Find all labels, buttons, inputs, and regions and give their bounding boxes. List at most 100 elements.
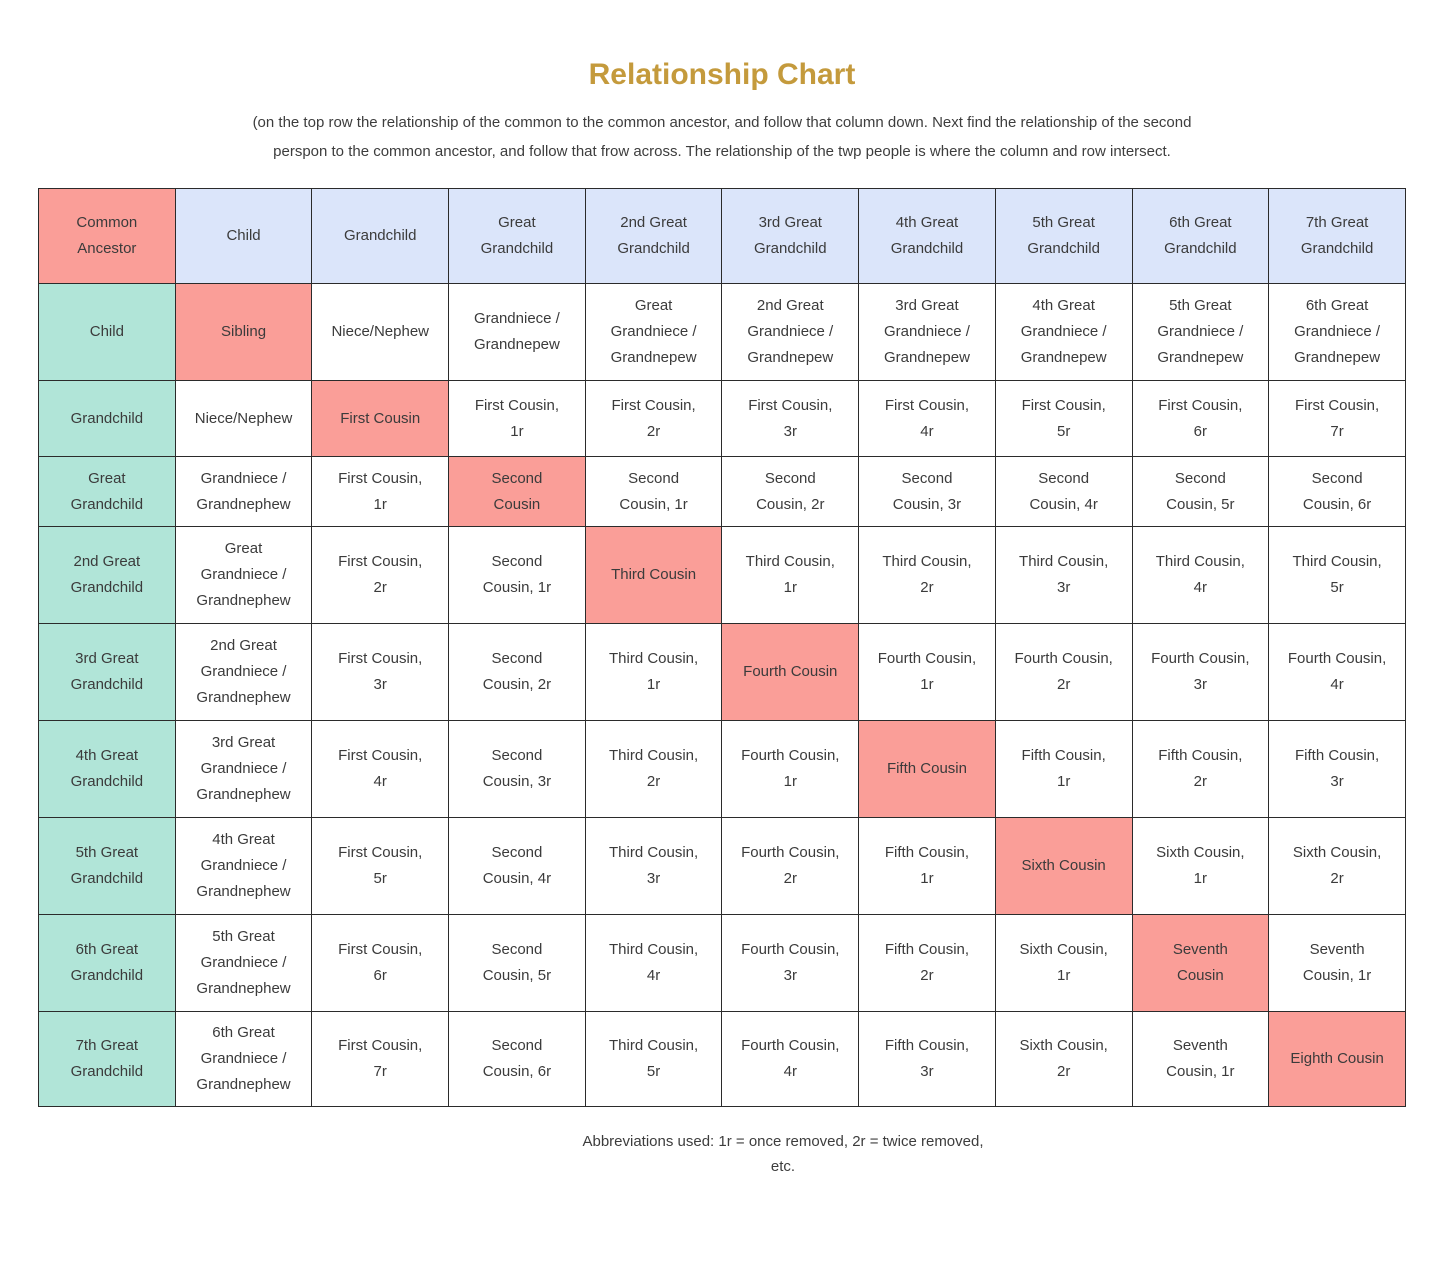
relationship-cell: Second Cousin, 6r bbox=[1268, 456, 1406, 527]
diagonal-highlight-cell: Eighth Cousin bbox=[1268, 1011, 1406, 1107]
diagonal-highlight-cell: Sixth Cousin bbox=[994, 817, 1133, 915]
row-header-cell: 6th Great Grandchild bbox=[38, 914, 176, 1012]
table-row: 3rd Great Grandchild 2nd Great Grandniece… bbox=[38, 623, 1406, 721]
relationship-cell: Second Cousin, 4r bbox=[448, 817, 586, 915]
relationship-cell: Fifth Cousin, 2r bbox=[1131, 720, 1270, 818]
relationship-cell: Second Cousin, 2r bbox=[448, 623, 586, 721]
relationship-cell: Second Cousin, 5r bbox=[1131, 456, 1270, 527]
relationship-cell: First Cousin, 1r bbox=[311, 456, 450, 527]
relationship-table: Common Ancestor Child Grandchild Great Gran… bbox=[38, 188, 1406, 1107]
relationship-cell: Fifth Cousin, 3r bbox=[858, 1011, 996, 1107]
relationship-cell: Fourth Cousin, 3r bbox=[1131, 623, 1270, 721]
table-row: Great Grandchild Grandniece / Grandnephew… bbox=[38, 456, 1406, 527]
relationship-cell: First Cousin, 2r bbox=[584, 380, 723, 457]
relationship-cell: Seventh Cousin, 1r bbox=[1131, 1011, 1270, 1107]
column-header-cell: Child bbox=[174, 188, 313, 284]
row-header-cell: 7th Great Grandchild bbox=[38, 1011, 176, 1107]
row-header-cell: 2nd Great Grandchild bbox=[38, 526, 176, 624]
relationship-cell: 2nd Great Grandniece / Grandnepew bbox=[721, 283, 860, 381]
column-header-cell: 6th Great Grandchild bbox=[1131, 188, 1270, 284]
corner-header-cell: Common Ancestor bbox=[38, 188, 176, 284]
relationship-cell: Niece/Nephew bbox=[311, 283, 450, 381]
relationship-cell: Third Cousin, 4r bbox=[584, 914, 723, 1012]
relationship-cell: Third Cousin, 5r bbox=[1268, 526, 1406, 624]
row-header-cell: Grandchild bbox=[38, 380, 176, 457]
relationship-cell: Seventh Cousin, 1r bbox=[1268, 914, 1406, 1012]
row-header-cell: Child bbox=[38, 283, 176, 381]
relationship-cell: Fourth Cousin, 3r bbox=[721, 914, 860, 1012]
row-header-cell: Great Grandchild bbox=[38, 456, 176, 527]
relationship-cell: Sixth Cousin, 1r bbox=[994, 914, 1133, 1012]
table-row: 5th Great Grandchild 4th Great Grandniece… bbox=[38, 817, 1406, 915]
relationship-cell: Third Cousin, 1r bbox=[721, 526, 860, 624]
relationship-cell: Third Cousin, 3r bbox=[994, 526, 1133, 624]
diagonal-highlight-cell: Sibling bbox=[174, 283, 313, 381]
relationship-cell: 3rd Great Grandniece / Grandnepew bbox=[858, 283, 996, 381]
relationship-cell: Grandniece / Grandnepew bbox=[448, 283, 586, 381]
relationship-cell: Fourth Cousin, 1r bbox=[721, 720, 860, 818]
relationship-cell: Fourth Cousin, 2r bbox=[721, 817, 860, 915]
relationship-cell: Niece/Nephew bbox=[174, 380, 313, 457]
relationship-cell: First Cousin, 7r bbox=[311, 1011, 450, 1107]
abbreviations-note-line2: etc. bbox=[770, 1158, 796, 1175]
abbreviations-note: Abbreviations used: 1r = once removed, 2… bbox=[61, 1129, 1444, 1179]
relationship-cell: Fifth Cousin, 1r bbox=[858, 817, 996, 915]
row-header-cell: 3rd Great Grandchild bbox=[38, 623, 176, 721]
diagonal-highlight-cell: Third Cousin bbox=[584, 526, 723, 624]
relationship-cell: First Cousin, 6r bbox=[1131, 380, 1270, 457]
relationship-cell: Fourth Cousin, 2r bbox=[994, 623, 1133, 721]
relationship-cell: Second Cousin, 2r bbox=[721, 456, 860, 527]
relationship-cell: Fifth Cousin, 2r bbox=[858, 914, 996, 1012]
relationship-cell: Second Cousin, 6r bbox=[448, 1011, 586, 1107]
table-row: 7th Great Grandchild 6th Great Grandniece… bbox=[38, 1011, 1406, 1107]
relationship-cell: Second Cousin, 3r bbox=[448, 720, 586, 818]
header-row: Common Ancestor Child Grandchild Great Gran… bbox=[38, 188, 1406, 284]
column-header-cell: Grandchild bbox=[311, 188, 450, 284]
column-header-cell: 4th Great Grandchild bbox=[858, 188, 996, 284]
relationship-cell: 6th Great Grandniece / Grandnephew bbox=[174, 1011, 313, 1107]
table-row: 6th Great Grandchild 5th Great Grandniece… bbox=[38, 914, 1406, 1012]
relationship-cell: Fifth Cousin, 3r bbox=[1268, 720, 1406, 818]
relationship-cell: Fourth Cousin, 1r bbox=[858, 623, 996, 721]
column-header-cell: Great Grandchild bbox=[448, 188, 586, 284]
column-header-cell: 5th Great Grandchild bbox=[994, 188, 1133, 284]
relationship-cell: Third Cousin, 5r bbox=[584, 1011, 723, 1107]
relationship-cell: First Cousin, 5r bbox=[994, 380, 1133, 457]
row-header-cell: 4th Great Grandchild bbox=[38, 720, 176, 818]
relationship-cell: 3rd Great Grandniece / Grandnephew bbox=[174, 720, 313, 818]
abbreviations-note-line1: Abbreviations used: 1r = once removed, 2… bbox=[582, 1133, 984, 1150]
relationship-cell: First Cousin, 5r bbox=[311, 817, 450, 915]
relationship-cell: Fourth Cousin, 4r bbox=[721, 1011, 860, 1107]
relationship-cell: Second Cousin, 1r bbox=[448, 526, 586, 624]
relationship-cell: First Cousin, 1r bbox=[448, 380, 586, 457]
relationship-cell: Second Cousin, 1r bbox=[584, 456, 723, 527]
relationship-cell: 6th Great Grandniece / Grandnepew bbox=[1268, 283, 1406, 381]
relationship-cell: Great Grandniece / Grandnephew bbox=[174, 526, 313, 624]
relationship-table-body: Common Ancestor Child Grandchild Great Gran… bbox=[38, 188, 1406, 1107]
relationship-cell: 5th Great Grandniece / Grandnephew bbox=[174, 914, 313, 1012]
relationship-cell: Fourth Cousin, 4r bbox=[1268, 623, 1406, 721]
diagonal-highlight-cell: Fifth Cousin bbox=[858, 720, 996, 818]
column-header-cell: 2nd Great Grandchild bbox=[584, 188, 723, 284]
relationship-cell: First Cousin, 6r bbox=[311, 914, 450, 1012]
table-row: 4th Great Grandchild 3rd Great Grandniece… bbox=[38, 720, 1406, 818]
relationship-cell: Second Cousin, 3r bbox=[858, 456, 996, 527]
relationship-cell: First Cousin, 2r bbox=[311, 526, 450, 624]
diagonal-highlight-cell: Second Cousin bbox=[448, 456, 586, 527]
diagonal-highlight-cell: First Cousin bbox=[311, 380, 450, 457]
column-header-cell: 3rd Great Grandchild bbox=[721, 188, 860, 284]
relationship-cell: Great Grandniece / Grandnepew bbox=[584, 283, 723, 381]
relationship-cell: Second Cousin, 4r bbox=[994, 456, 1133, 527]
relationship-cell: Third Cousin, 2r bbox=[584, 720, 723, 818]
relationship-cell: First Cousin, 3r bbox=[311, 623, 450, 721]
relationship-cell: Sixth Cousin, 2r bbox=[994, 1011, 1133, 1107]
relationship-cell: First Cousin, 3r bbox=[721, 380, 860, 457]
relationship-cell: First Cousin, 4r bbox=[311, 720, 450, 818]
relationship-cell: Third Cousin, 3r bbox=[584, 817, 723, 915]
table-row: 2nd Great Grandchild Great Grandniece / G… bbox=[38, 526, 1406, 624]
relationship-cell: Fifth Cousin, 1r bbox=[994, 720, 1133, 818]
relationship-cell: Third Cousin, 1r bbox=[584, 623, 723, 721]
relationship-cell: Third Cousin, 2r bbox=[858, 526, 996, 624]
table-row: Child Sibling Niece/Nephew Grandniece / Gra… bbox=[38, 283, 1406, 381]
diagonal-highlight-cell: Fourth Cousin bbox=[721, 623, 860, 721]
